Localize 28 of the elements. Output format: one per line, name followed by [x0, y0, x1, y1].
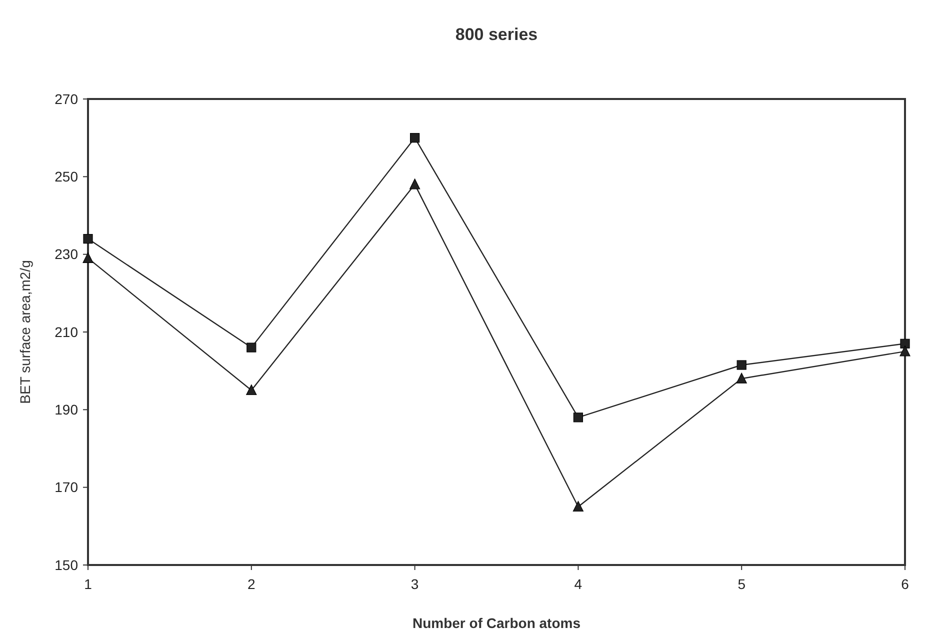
point	[900, 346, 910, 356]
point	[736, 372, 747, 384]
y-tick-label: 150	[54, 556, 78, 573]
point	[410, 178, 420, 190]
x-tick-label: 1	[84, 576, 92, 592]
x-tick-label: 5	[738, 576, 746, 592]
x-tick-label: 6	[901, 576, 910, 592]
point	[83, 234, 93, 244]
point	[736, 360, 746, 370]
chart-title: 800 series	[455, 25, 538, 44]
x-tick-label: 2	[248, 576, 256, 592]
point	[410, 133, 420, 143]
y-tick-label: 170	[54, 479, 78, 496]
y-axis-title: BET surface area,m2/g	[17, 260, 33, 404]
y-tick-label: 190	[54, 402, 78, 418]
point	[573, 412, 583, 422]
y-tick-label: 210	[54, 324, 78, 340]
point	[900, 338, 910, 348]
y-tick-label: 270	[54, 90, 78, 107]
x-axis-title: Number of Carbon atoms	[412, 615, 581, 631]
point	[246, 342, 256, 352]
x-tick-label: 4	[574, 576, 582, 592]
point	[572, 500, 584, 512]
point	[82, 252, 94, 264]
y-tick-label: 230	[54, 246, 78, 262]
point	[246, 384, 257, 396]
y-tick-label: 250	[54, 168, 78, 185]
x-tick-label: 3	[410, 576, 419, 592]
